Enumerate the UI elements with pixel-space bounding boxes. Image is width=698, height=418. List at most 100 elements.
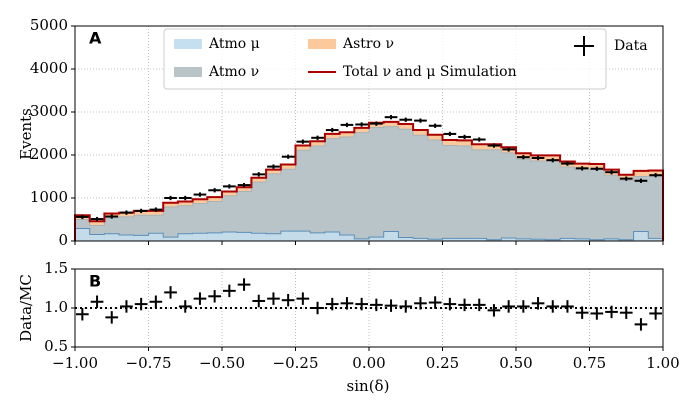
astro-nu-bar xyxy=(251,177,267,183)
top-lines xyxy=(74,120,664,241)
atmo-mu-bar xyxy=(633,231,649,241)
astro-nu-bar xyxy=(280,164,296,170)
atmo-nu-bar xyxy=(501,152,517,241)
atmo-mu-bar xyxy=(574,238,590,241)
ratio-point xyxy=(649,307,662,320)
ratio-point xyxy=(414,297,427,310)
panel-label-b: B xyxy=(89,272,101,291)
atmo-nu-bar xyxy=(236,191,252,241)
atmo-mu-bar xyxy=(192,233,208,241)
atmo-nu-outline xyxy=(74,126,664,241)
ratio-point xyxy=(561,300,574,313)
atmo-nu-bar xyxy=(266,173,282,241)
ratio-point xyxy=(370,298,383,312)
ratio-point xyxy=(120,300,133,313)
ratio-point xyxy=(502,300,515,313)
atmo-nu-bar xyxy=(648,176,664,241)
atmo-nu-bar xyxy=(133,215,149,241)
x-ticks: −1.00 −0.75 −0.50 −0.25 0.00 0.25 0.50 0.75 1.00 xyxy=(52,347,680,372)
x-tick-label: −0.50 xyxy=(199,354,245,372)
atmo-mu-bar xyxy=(516,238,531,241)
atmo-mu-bar xyxy=(177,233,193,241)
ratio-point xyxy=(634,318,648,331)
ratio-point xyxy=(340,297,354,310)
data-point xyxy=(605,170,618,175)
bottom-y-tick-label: 1.5 xyxy=(44,259,68,277)
atmo-mu-bar xyxy=(545,239,561,241)
atmo-mu-bar xyxy=(648,238,664,241)
legend-box xyxy=(163,28,607,90)
astro-nu-bar xyxy=(163,202,179,208)
atmo-nu-bar xyxy=(295,150,311,241)
data-point xyxy=(178,195,192,201)
x-tick-label: 0.00 xyxy=(352,354,385,372)
atmo-mu-bar xyxy=(398,237,414,241)
data-point xyxy=(384,115,398,120)
atmo-nu-bar xyxy=(413,135,429,241)
data-point xyxy=(193,192,207,197)
data-point xyxy=(252,172,266,177)
atmo-mu-bar xyxy=(457,238,473,241)
legend-swatch-astro-nu xyxy=(308,39,336,49)
data-point xyxy=(223,184,236,189)
legend-label-astro-nu: Astro ν xyxy=(342,36,394,52)
atmo-mu-bar xyxy=(222,231,237,241)
data-point xyxy=(370,121,383,126)
data-point xyxy=(428,123,442,128)
atmo-nu-bar xyxy=(369,127,384,241)
atmo-mu-bar xyxy=(413,238,429,241)
atmo-mu-bar xyxy=(207,232,223,241)
x-tick-label: 1.00 xyxy=(646,354,679,372)
atmo-mu-bar xyxy=(427,239,443,241)
atmo-mu-bar xyxy=(501,237,517,241)
legend: Atmo μ Atmo ν Astro ν Total ν and μ Simu… xyxy=(163,28,648,90)
ratio-point xyxy=(590,307,604,320)
ratio-point xyxy=(237,278,251,291)
atmo-mu-bar xyxy=(354,238,370,241)
astro-nu-bar xyxy=(177,201,193,206)
ratio-point xyxy=(619,306,633,319)
ratio-point xyxy=(134,297,148,311)
atmo-nu-bar xyxy=(354,132,370,241)
panel-label-a: A xyxy=(89,29,102,48)
data-point xyxy=(340,122,354,128)
atmo-nu-bar xyxy=(574,169,590,241)
astro-nu-bar xyxy=(413,130,429,136)
ratio-points xyxy=(76,278,662,331)
ratio-point xyxy=(472,298,486,312)
atmo-nu-bar xyxy=(339,136,355,241)
ratio-point xyxy=(76,308,89,321)
atmo-mu-bar xyxy=(266,233,282,241)
ratio-point xyxy=(164,286,177,299)
ratio-point xyxy=(296,292,310,305)
atmo-nu-bar xyxy=(589,169,605,241)
data-point xyxy=(281,154,295,159)
atmo-mu-bar xyxy=(530,239,546,241)
bottom-y-ticks: 0.5 1.0 1.5 xyxy=(44,259,75,355)
x-tick-label: −0.25 xyxy=(273,354,319,372)
atmo-mu-bar xyxy=(310,232,326,241)
atmo-mu-bar xyxy=(89,234,105,241)
atmo-mu-bar xyxy=(618,239,634,241)
atmo-mu-bar xyxy=(133,235,149,241)
atmo-nu-bar xyxy=(442,145,458,241)
data-point xyxy=(296,139,310,144)
atmo-mu-bar xyxy=(383,231,399,241)
data-point xyxy=(267,164,280,169)
atmo-nu-bar xyxy=(398,129,414,241)
ratio-point xyxy=(252,294,266,308)
atmo-mu-bar xyxy=(369,237,384,241)
data-point xyxy=(120,210,133,215)
astro-nu-bar xyxy=(339,132,355,137)
atmo-mu-bar xyxy=(104,233,120,241)
data-point xyxy=(237,182,251,188)
atmo-mu-bar xyxy=(75,228,90,241)
atmo-mu-bar xyxy=(442,238,458,241)
astro-nu-bar xyxy=(383,121,399,127)
atmo-nu-bar xyxy=(486,149,502,241)
top-y-tick-label: 0 xyxy=(58,231,68,249)
ratio-point xyxy=(487,304,501,317)
astro-nu-bar xyxy=(310,141,326,146)
atmo-nu-bar xyxy=(530,161,546,241)
